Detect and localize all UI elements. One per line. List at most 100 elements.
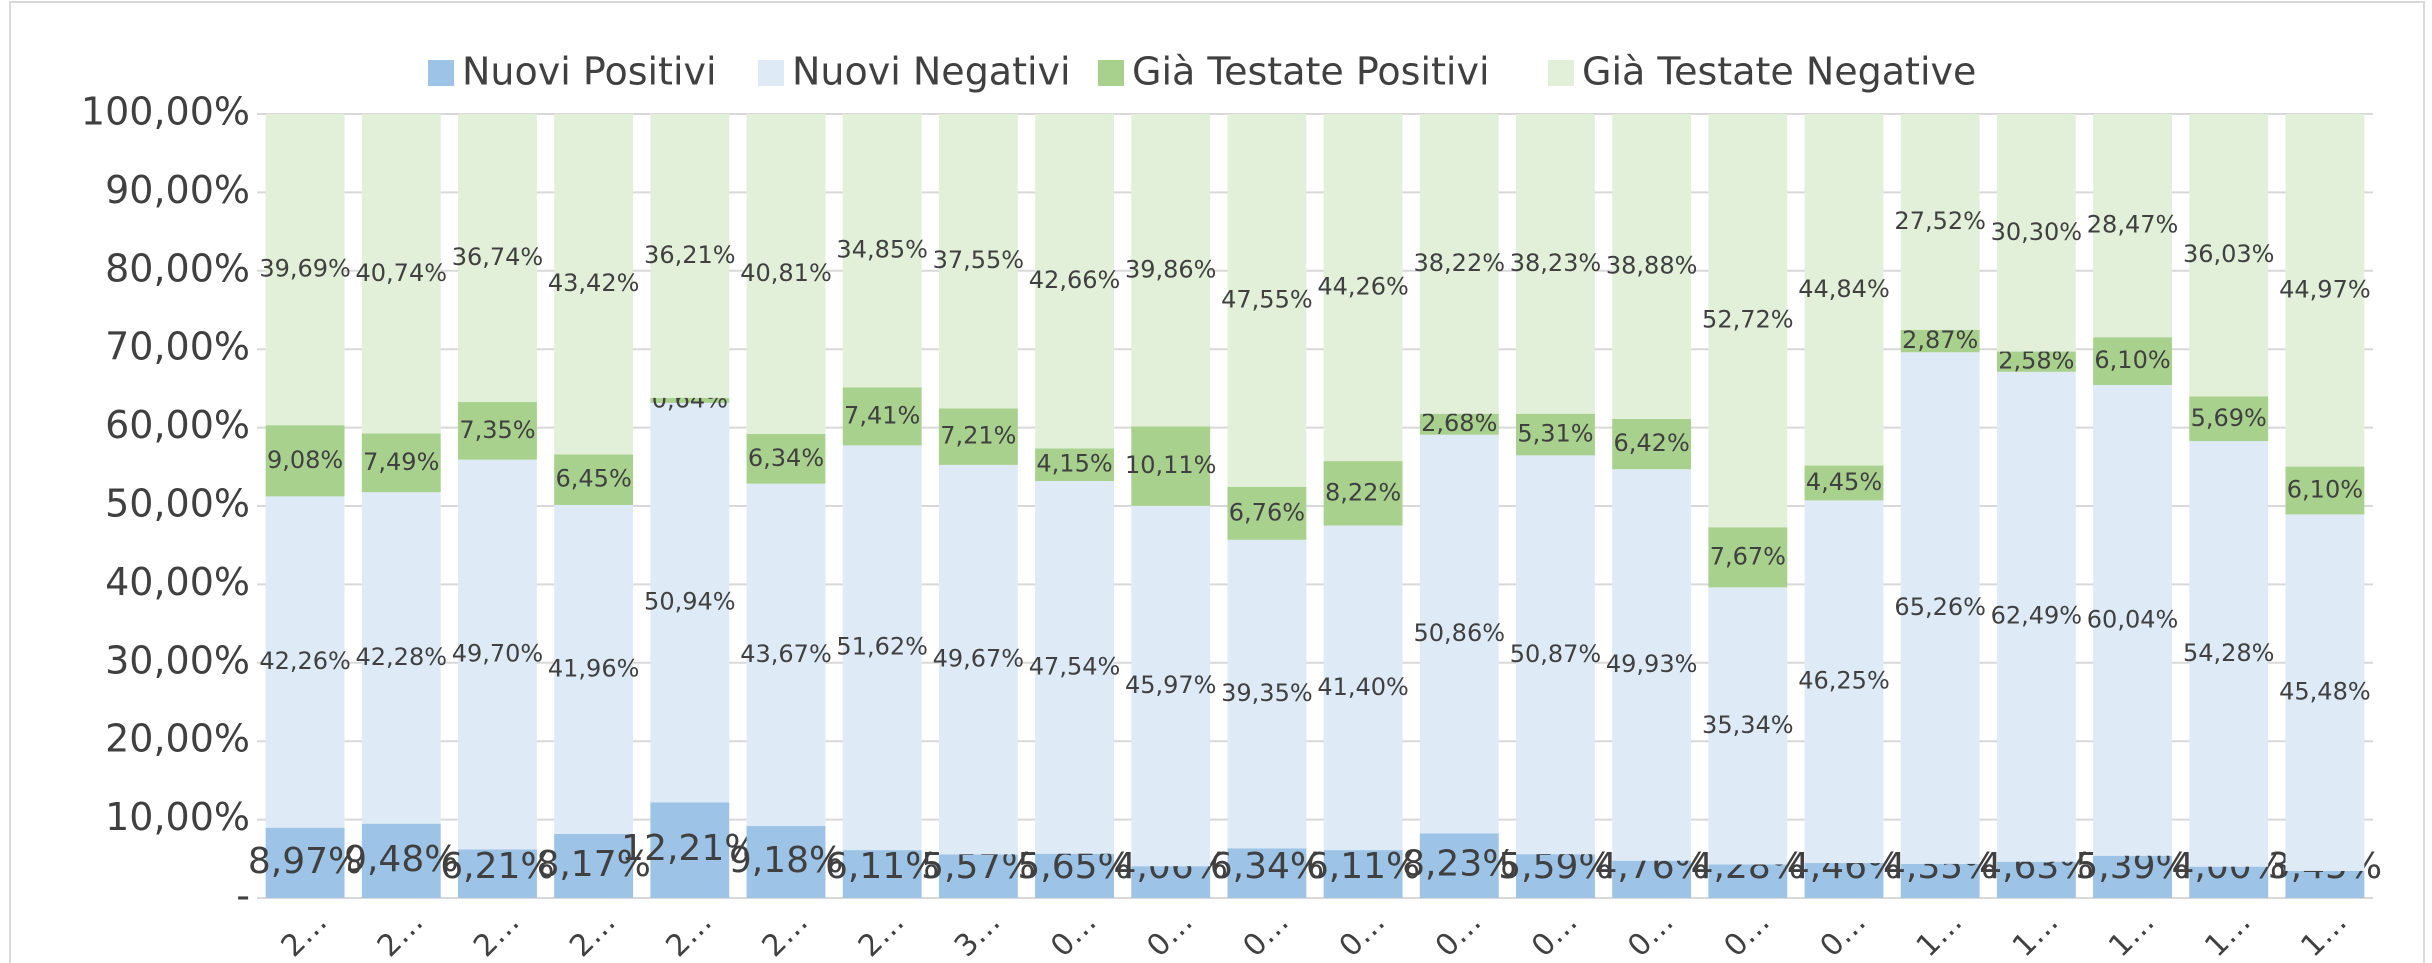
data-label: 8,22% — [1325, 478, 1401, 506]
bar-segment — [1900, 114, 1980, 330]
data-label: 5,31% — [1517, 420, 1593, 448]
bar-segment — [2189, 866, 2269, 898]
bar-segment — [1708, 527, 1788, 588]
data-label: 39,35% — [1221, 679, 1313, 707]
data-label: 44,97% — [2279, 275, 2371, 303]
data-label: 9,48% — [344, 839, 458, 880]
bar-segment — [361, 492, 441, 824]
bar-segment — [938, 854, 1018, 898]
bar-segment — [554, 504, 634, 834]
y-tick-label: 20,00% — [105, 717, 250, 761]
data-label: 44,84% — [1798, 275, 1890, 303]
y-tick-label: 90,00% — [105, 168, 250, 212]
legend-label: Già Testate Positivi — [1132, 50, 1490, 94]
bar-segment — [1419, 114, 1499, 414]
bar-segment — [1419, 413, 1499, 435]
bar-segment — [2285, 114, 2365, 467]
bar-segment — [2189, 441, 2269, 867]
data-label: 50,86% — [1414, 619, 1506, 647]
data-label: 7,35% — [459, 416, 535, 444]
data-label: 38,23% — [1510, 249, 1602, 277]
data-label: 4,45% — [1806, 468, 1882, 496]
bar-segment — [1035, 480, 1114, 854]
bar-segment — [1804, 863, 1884, 898]
y-tick-label: - — [236, 874, 250, 918]
bar-segment — [650, 114, 730, 398]
bar-segment — [265, 425, 345, 497]
data-label: 50,87% — [1510, 640, 1602, 668]
legend-swatch — [428, 60, 454, 86]
bar-segment — [1227, 539, 1307, 849]
bar-segment — [1227, 114, 1307, 487]
bar-segment — [1419, 434, 1499, 834]
legend-label: Nuovi Negativi — [792, 50, 1071, 94]
bar-segment — [1900, 352, 1980, 864]
data-label: 49,67% — [933, 645, 1025, 673]
bar-segment — [2093, 855, 2172, 898]
bar-segment — [1323, 525, 1403, 851]
bar-segment — [361, 433, 441, 493]
data-label: 50,94% — [644, 588, 736, 616]
data-label: 10,11% — [1125, 451, 1217, 479]
bar-segment — [554, 114, 634, 455]
bar-segment — [842, 114, 922, 388]
bar-segment — [1131, 426, 1211, 506]
bar-segment — [746, 483, 826, 827]
bar-segment — [1996, 114, 2076, 352]
data-label: 5,69% — [2191, 404, 2267, 432]
data-label: 40,81% — [740, 259, 832, 287]
data-label: 38,88% — [1606, 251, 1698, 279]
bar-segment — [1612, 114, 1692, 419]
legend-label: Nuovi Positivi — [462, 50, 717, 94]
data-label: 8,17% — [536, 844, 650, 885]
data-label: 6,34% — [1210, 846, 1324, 887]
bar-segment — [2189, 114, 2269, 397]
data-label: 46,25% — [1798, 667, 1890, 695]
data-label: 39,69% — [259, 255, 351, 283]
bar-segment — [458, 849, 537, 898]
data-label: 36,03% — [2183, 240, 2275, 268]
data-label: 40,74% — [356, 259, 448, 287]
bar-segment — [361, 823, 441, 898]
bar-segment — [2189, 396, 2269, 442]
bar-segment — [1323, 461, 1403, 526]
y-tick-label: 60,00% — [105, 403, 250, 447]
data-label: 47,55% — [1221, 285, 1313, 313]
data-label: 45,48% — [2279, 678, 2371, 706]
data-label: 2,87% — [1902, 326, 1978, 354]
bar-segment — [1612, 469, 1692, 861]
bar-segment — [842, 850, 922, 898]
bar-segment — [1516, 854, 1595, 898]
data-label: 30,30% — [1991, 218, 2083, 246]
bar-segment — [746, 433, 826, 484]
bar-segment — [554, 454, 634, 505]
bar-segment — [1708, 587, 1788, 865]
bar-segment — [1419, 833, 1499, 898]
data-label: 6,76% — [1229, 498, 1305, 526]
bar-segment — [1708, 113, 1788, 528]
data-label: 41,40% — [1317, 673, 1409, 701]
legend-swatch — [1548, 60, 1574, 86]
data-label: 7,67% — [1710, 542, 1786, 570]
data-label: 7,49% — [363, 448, 439, 476]
legend-swatch — [758, 60, 784, 86]
bar-segment — [265, 114, 345, 426]
bar-segment — [1227, 486, 1307, 540]
data-label: 62,49% — [1991, 602, 2083, 630]
bar-segment — [938, 114, 1018, 409]
data-label: 8,97% — [248, 841, 362, 882]
y-tick-label: 10,00% — [105, 795, 250, 839]
bar-segment — [1131, 114, 1211, 427]
y-tick-label: 80,00% — [105, 246, 250, 290]
bar-segment — [1804, 114, 1884, 466]
bar-segment — [458, 402, 537, 460]
bar-segment — [1035, 114, 1114, 449]
bar-segment — [1035, 448, 1114, 481]
bar-segment — [842, 387, 922, 446]
bar-segment — [2285, 466, 2365, 515]
bar-segment — [746, 826, 826, 898]
bar-segment — [938, 408, 1018, 465]
bar-segment — [1996, 861, 2076, 898]
bar-segment — [1612, 860, 1692, 898]
